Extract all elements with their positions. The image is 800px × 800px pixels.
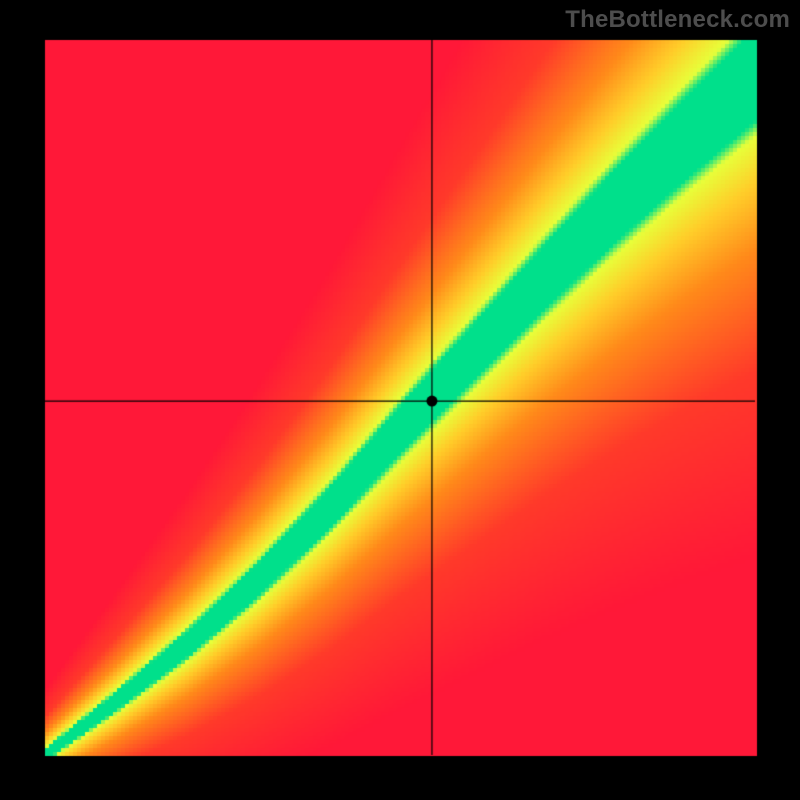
chart-container: TheBottleneck.com	[0, 0, 800, 800]
bottleneck-heatmap-canvas	[0, 0, 800, 800]
watermark-text: TheBottleneck.com	[565, 6, 790, 34]
